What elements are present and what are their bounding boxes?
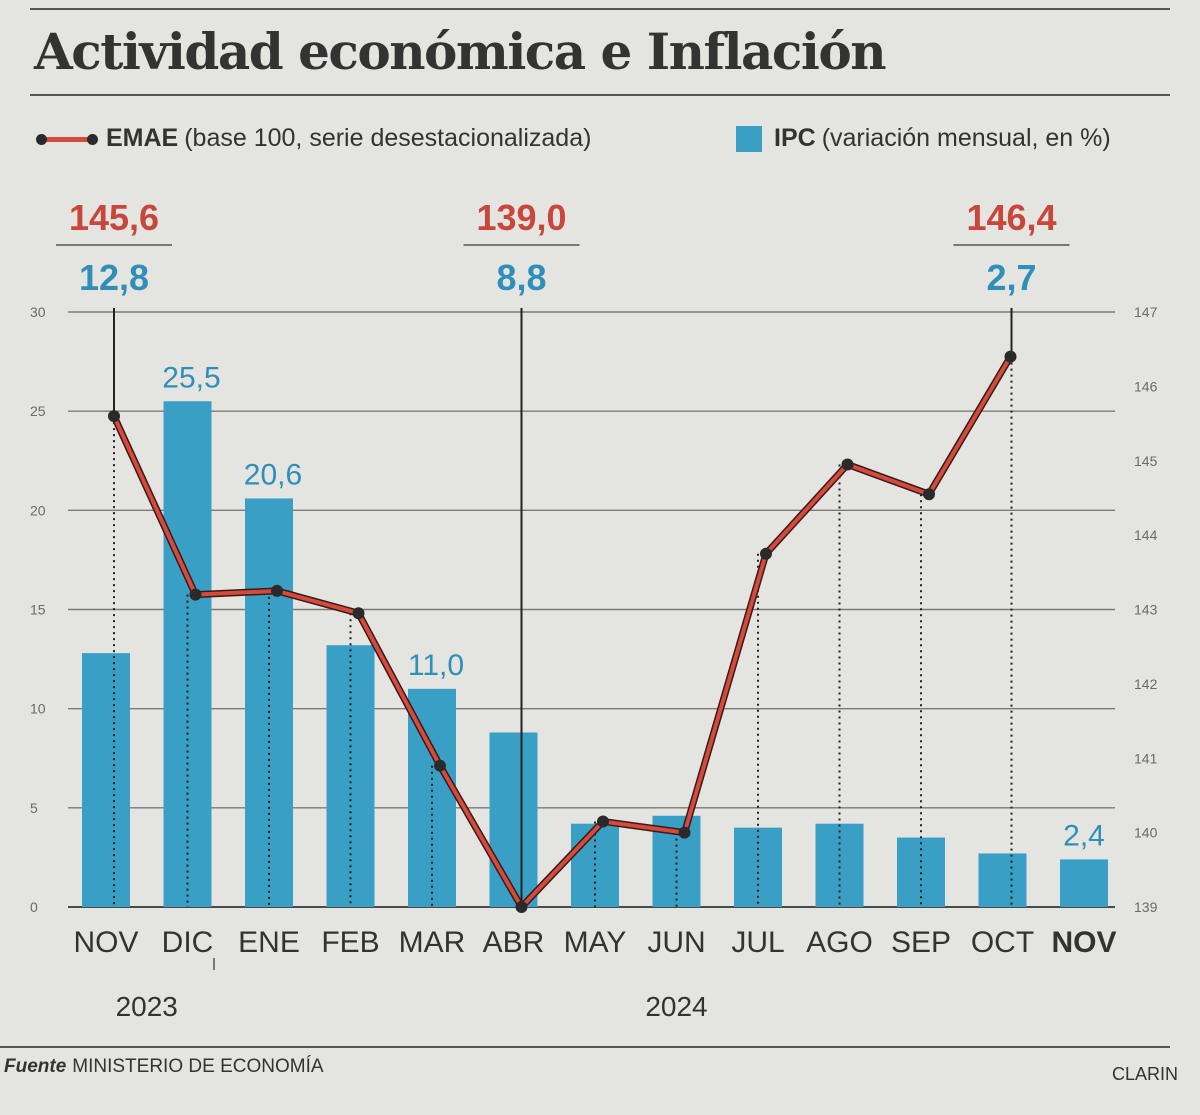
category-label: ABR (483, 926, 545, 959)
category-label: MAY (564, 926, 627, 959)
emae-point (597, 815, 609, 828)
category-label: JUN (647, 926, 705, 959)
year-label: 2024 (645, 991, 707, 1022)
legend-item-emae: EMAE (base 100, serie desestacionalizada… (36, 124, 591, 153)
emae-point (515, 901, 528, 913)
legend-line-swatch (36, 132, 98, 146)
right-tick-label: 146 (1134, 378, 1158, 394)
emae-point (923, 488, 935, 501)
right-tick-label: 145 (1134, 453, 1158, 469)
left-tick-label: 15 (30, 602, 46, 618)
bar-data-label: 20,6 (244, 458, 302, 491)
ipc-bar (489, 732, 538, 907)
left-tick-label: 20 (30, 502, 46, 518)
category-label: JUL (731, 926, 784, 959)
right-tick-label: 140 (1134, 825, 1158, 841)
annotation-ipc-value: 8,8 (496, 257, 546, 298)
right-tick-label: 142 (1134, 676, 1158, 692)
annotation-ipc-value: 2,7 (986, 257, 1036, 298)
top-rule (30, 8, 1170, 10)
emae-point (271, 584, 283, 597)
chart-title: Actividad económica e Inflación (34, 22, 887, 81)
title-rule (30, 94, 1170, 96)
left-tick-label: 5 (30, 800, 38, 816)
bar-data-label: 2,4 (1063, 819, 1105, 852)
credit: CLARIN (1111, 1064, 1178, 1084)
annotation-emae-value: 139,0 (476, 197, 566, 238)
source-note: Fuente MINISTERIO DE ECONOMÍA (4, 1056, 324, 1078)
legend-item-ipc: IPC (variación mensual, en %) (736, 124, 1111, 153)
combo-chart: 0 5 10 15 20 25 30 139 140 141 142 143 144 145 146 147 1… (30, 197, 1158, 1022)
ipc-bar (978, 853, 1027, 907)
annotation-emae-value: 145,6 (69, 197, 159, 238)
right-tick-label: 147 (1134, 304, 1158, 320)
ipc-bar (245, 498, 293, 907)
bar-data-label: 11,0 (408, 649, 464, 682)
category-label: NOV (1051, 926, 1116, 959)
legend-ipc-desc: (variación mensual, en %) (821, 124, 1111, 152)
category-label: DIC (162, 926, 214, 959)
ipc-bar (163, 401, 212, 907)
legend-bar-swatch (736, 125, 762, 152)
emae-point (760, 547, 772, 560)
source-text: MINISTERIO DE ECONOMÍA (72, 1056, 324, 1077)
legend-emae-desc: (base 100, serie desestacionalizada) (184, 124, 592, 152)
emae-point (841, 458, 854, 471)
legend: EMAE (base 100, serie desestacionalizada… (36, 124, 1170, 164)
emae-point (108, 410, 120, 423)
category-label: FEB (321, 926, 379, 959)
bar-data-label: 25,5 (162, 361, 220, 394)
emae-point (352, 607, 365, 620)
right-tick-label: 139 (1134, 899, 1158, 915)
emae-point (189, 588, 202, 601)
category-label: MAR (399, 926, 466, 959)
emae-line (112, 355, 1013, 909)
source-label: Fuente (4, 1056, 67, 1077)
left-tick-label: 0 (30, 899, 38, 915)
footer-rule (0, 1046, 1170, 1048)
annotation-ipc-value: 12,8 (79, 257, 149, 298)
category-label: SEP (891, 926, 951, 959)
right-tick-label: 141 (1134, 750, 1158, 766)
emae-point (434, 759, 446, 772)
emae-point (1004, 350, 1017, 363)
left-tick-label: 10 (30, 701, 46, 717)
left-tick-label: 25 (30, 403, 46, 419)
category-label: NOV (73, 926, 138, 959)
right-tick-label: 143 (1134, 602, 1158, 618)
legend-ipc-name: IPC (774, 124, 816, 152)
category-label: OCT (971, 926, 1034, 959)
ipc-bar (815, 823, 864, 907)
ipc-bar (82, 653, 130, 907)
annotation-emae-value: 146,4 (966, 197, 1056, 238)
emae-point (678, 826, 691, 839)
ipc-bar (1060, 859, 1108, 907)
legend-emae-name: EMAE (106, 124, 179, 152)
category-label: AGO (806, 926, 873, 959)
left-tick-label: 30 (30, 304, 46, 320)
category-label: ENE (238, 926, 300, 959)
right-tick-label: 144 (1134, 527, 1158, 543)
year-label: 2023 (116, 991, 178, 1022)
